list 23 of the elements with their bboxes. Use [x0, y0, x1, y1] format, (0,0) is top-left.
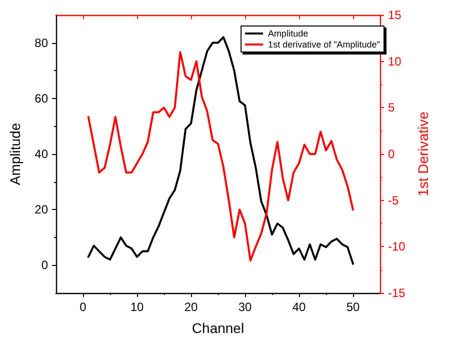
y-tick-label: 20	[34, 202, 48, 217]
y2-tick-label: -15	[388, 286, 406, 300]
y2-tick-label: 15	[388, 8, 402, 22]
legend-label: 1st derivative of "Amplitude"	[268, 40, 380, 50]
y-tick-label: 80	[34, 36, 48, 50]
y-axis-title: Amplitude	[7, 122, 23, 186]
y-tick-label: 60	[34, 91, 48, 106]
y-tick-label: 0	[41, 258, 48, 272]
y2-tick-label: -10	[388, 240, 406, 254]
x-tick-label: 10	[130, 300, 144, 314]
x-tick-label: 30	[238, 300, 252, 314]
y2-axis-title: 1st Derivative	[415, 111, 432, 196]
x-tick-label: 20	[184, 300, 198, 314]
x-tick-label: 0	[80, 300, 87, 314]
y-tick-label: 40	[34, 147, 48, 161]
x-tick-label: 40	[292, 300, 306, 314]
x-tick-label: 50	[346, 300, 360, 314]
y2-tick-label: 10	[388, 54, 402, 68]
y2-tick-label: -5	[388, 193, 399, 208]
x-axis-title: Channel	[192, 320, 244, 336]
legend-label: Amplitude	[268, 28, 308, 38]
y2-tick-label: 0	[388, 147, 395, 161]
y2-tick-label: 5	[388, 100, 395, 115]
